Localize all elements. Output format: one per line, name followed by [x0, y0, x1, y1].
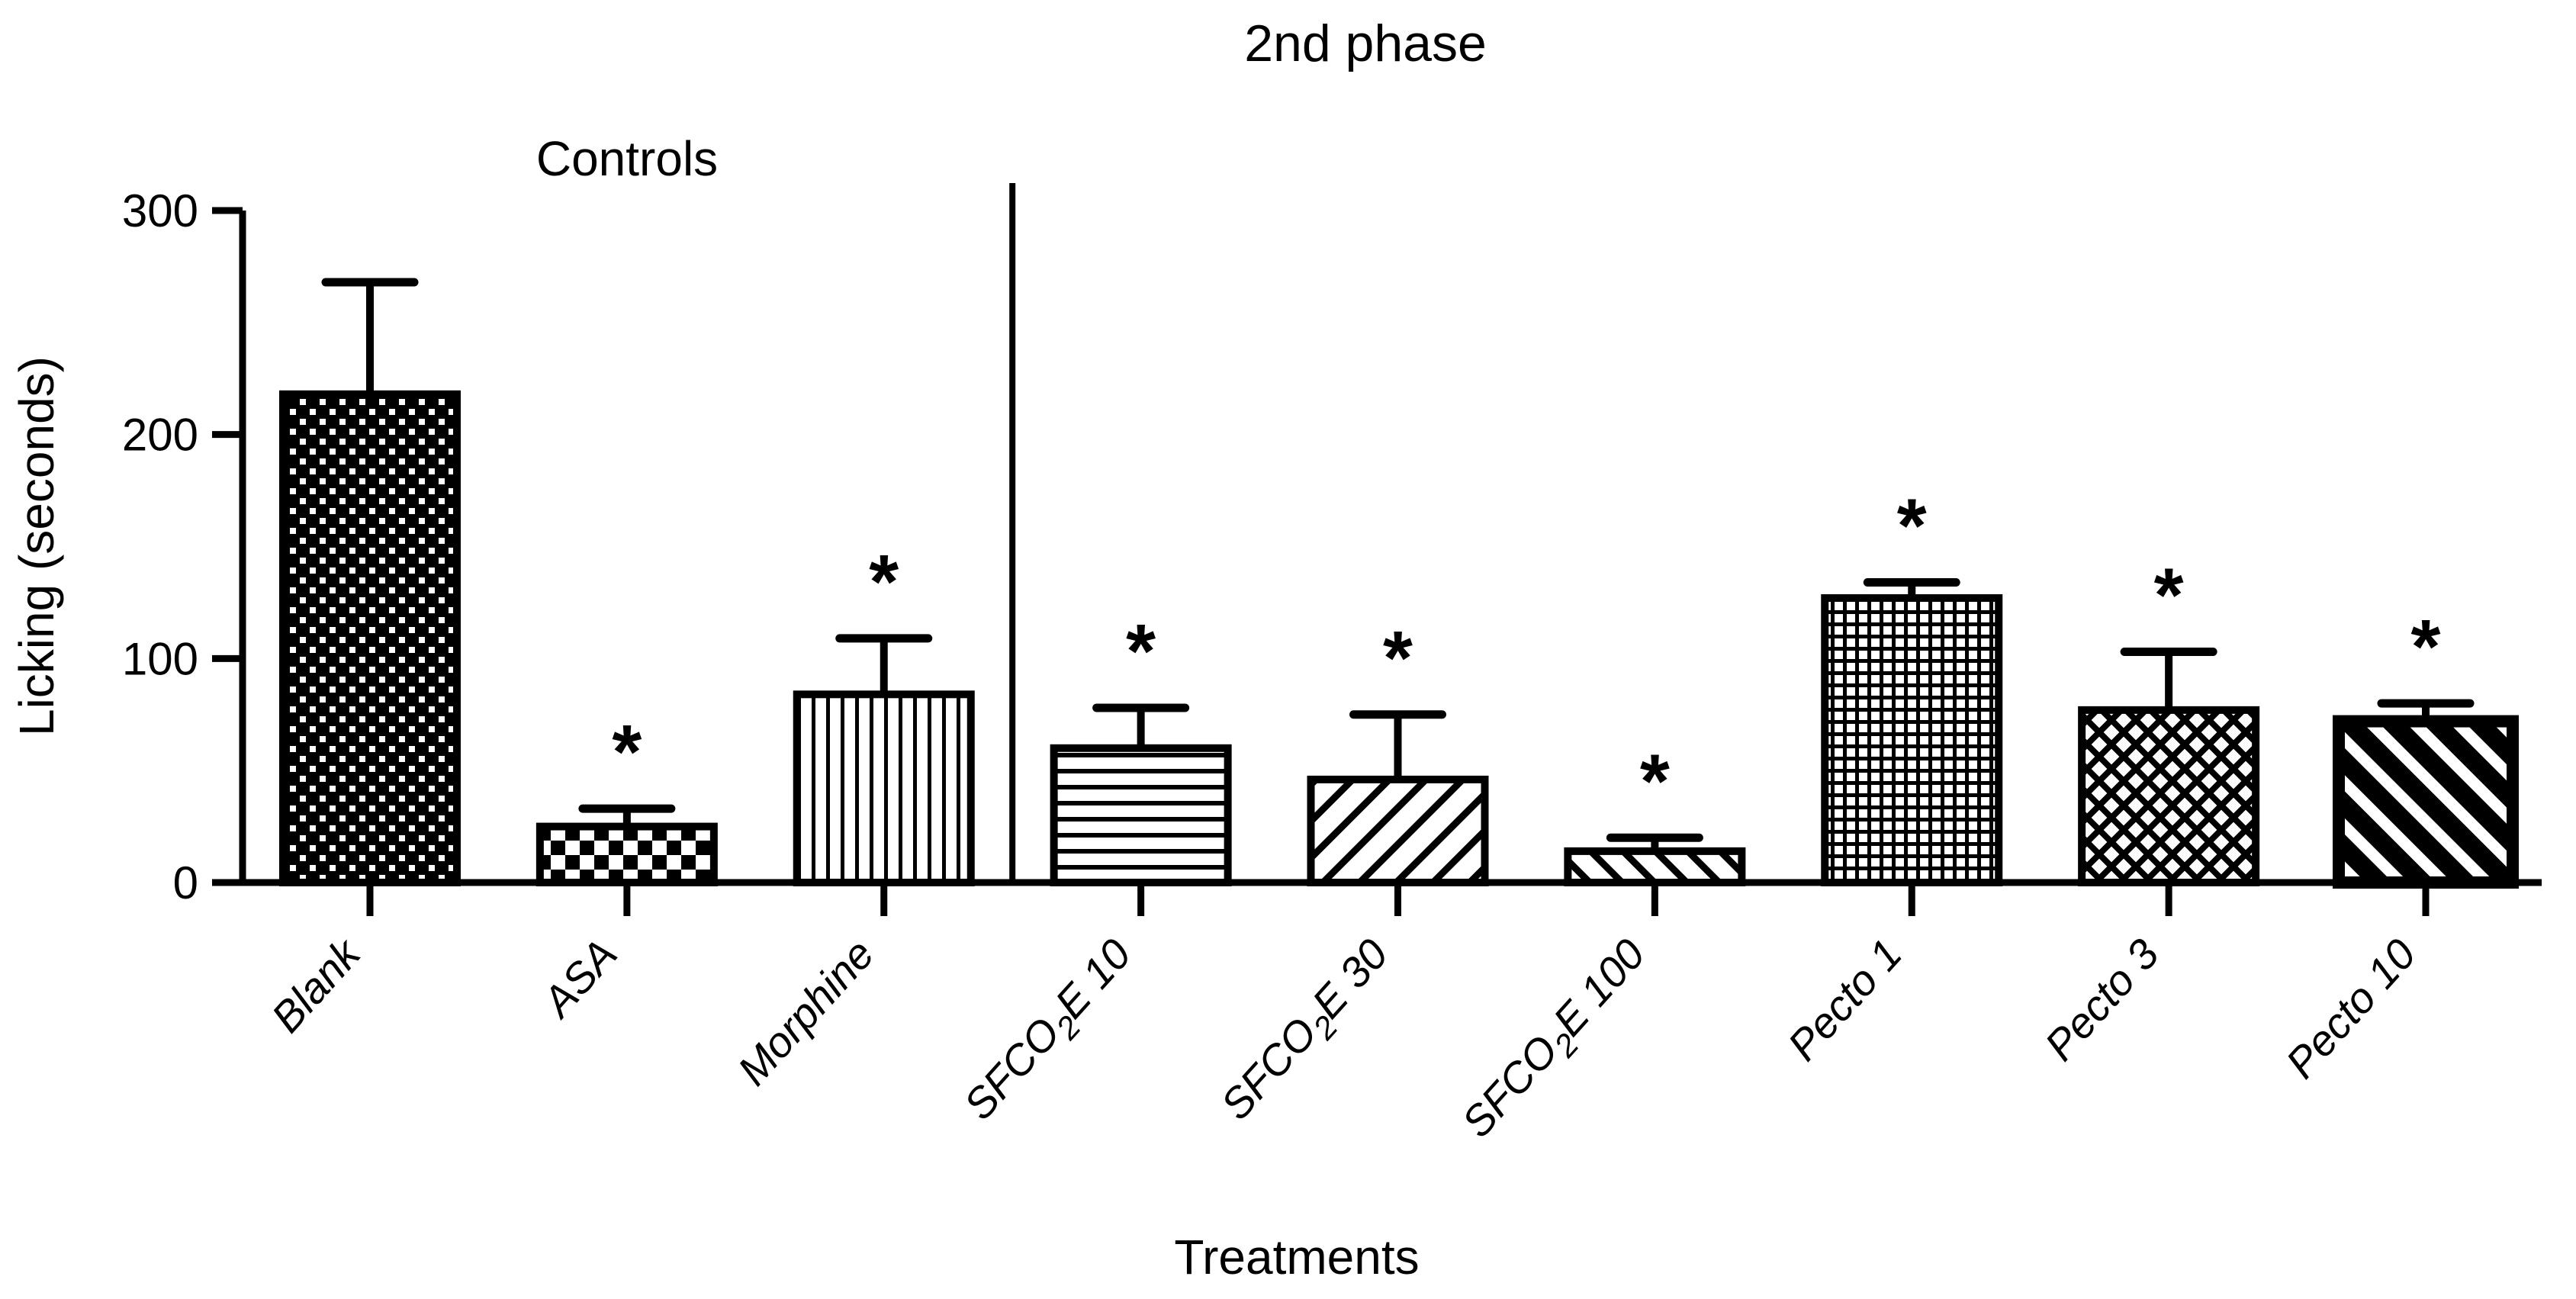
- bar-morphine: [793, 690, 975, 886]
- bar-pecto-3: [2078, 706, 2260, 886]
- significance-star-sfco2e-10: *: [1126, 609, 1156, 694]
- significance-star-asa: *: [612, 709, 642, 795]
- x-tick-label-asa: ASA: [532, 930, 626, 1027]
- y-tick-label-300: 300: [122, 185, 198, 236]
- y-tick-label-200: 200: [122, 410, 198, 461]
- significance-star-pecto-1: *: [1897, 483, 1927, 568]
- y-axis-label: Licking (seconds): [9, 356, 64, 736]
- chart-title: 2nd phase: [1244, 14, 1487, 72]
- bar-sfco2e-30: [1307, 775, 1489, 886]
- x-tick-label-sfco2e-100: SFCO2E 100: [1452, 930, 1661, 1152]
- bar-asa: [535, 822, 718, 887]
- x-tick-label-sfco2e-30: SFCO2E 30: [1211, 930, 1404, 1134]
- bars-layer: [279, 278, 2519, 889]
- significance-star-sfco2e-100: *: [1640, 738, 1670, 824]
- axes-layer: [212, 183, 2542, 916]
- significance-star-pecto-10: *: [2411, 604, 2441, 690]
- bar-pecto-1: [1821, 594, 2003, 886]
- bar-sfco2e-10: [1050, 744, 1232, 886]
- x-tick-label-blank: Blank: [262, 928, 371, 1041]
- y-tick-label-100: 100: [122, 633, 198, 684]
- tick-labels-layer: Blank * ASA * Morphine * SFCO2E 10 * SFCO2E 30 * S…: [122, 185, 2441, 1152]
- significance-star-sfco2e-30: *: [1383, 616, 1413, 701]
- x-tick-label-pecto-10: Pecto 10: [2276, 930, 2425, 1087]
- y-tick-label-0: 0: [173, 857, 198, 908]
- significance-star-pecto-3: *: [2154, 553, 2184, 638]
- significance-star-morphine: *: [869, 539, 899, 625]
- bar-sfco2e-100: [1564, 847, 1746, 887]
- x-axis-label: Treatments: [1174, 1230, 1419, 1285]
- controls-group-label: Controls: [536, 131, 718, 186]
- bar-pecto-10: [2333, 715, 2519, 889]
- x-tick-label-pecto-3: Pecto 3: [2035, 930, 2168, 1069]
- x-tick-label-morphine: Morphine: [728, 930, 883, 1095]
- bar-blank: [279, 390, 461, 886]
- x-tick-label-pecto-1: Pecto 1: [1778, 930, 1911, 1069]
- x-tick-label-sfco2e-10: SFCO2E 10: [954, 930, 1146, 1134]
